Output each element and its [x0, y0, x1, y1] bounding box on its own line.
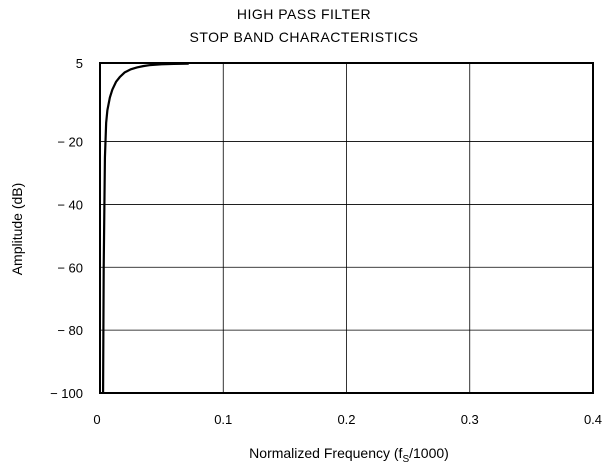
y-tick-label-1: − 20: [57, 135, 83, 150]
y-tick-label-3: − 60: [57, 260, 83, 275]
x-tick-label-3: 0.3: [461, 412, 479, 427]
grid-lines: [99, 62, 594, 394]
x-tick-label-1: 0.1: [214, 412, 232, 427]
y-tick-label-2: − 40: [57, 197, 83, 212]
y-tick-label-4: − 80: [57, 323, 83, 338]
chart-title-line-1: HIGH PASS FILTER: [236, 6, 372, 22]
plot-frame: [99, 62, 594, 394]
chart-title-line-2: STOP BAND CHARACTERISTICS: [189, 29, 419, 45]
x-axis-label: Normalized Frequency (fS/1000): [249, 445, 449, 465]
x-tick-label-2: 0.2: [337, 412, 355, 427]
x-tick-label-0: 0: [93, 412, 100, 427]
y-tick-label-5: − 100: [50, 386, 83, 401]
y-tick-label-0: 5: [76, 56, 83, 71]
tick-labels: 0 0.1 0.2 0.3 0.4 5 − 20 − 40 − 60 − 80 − 100: [50, 56, 602, 427]
x-tick-label-4: 0.4: [584, 412, 602, 427]
y-axis-label: Amplitude (dB): [9, 183, 25, 276]
series-line: [101, 62, 189, 394]
